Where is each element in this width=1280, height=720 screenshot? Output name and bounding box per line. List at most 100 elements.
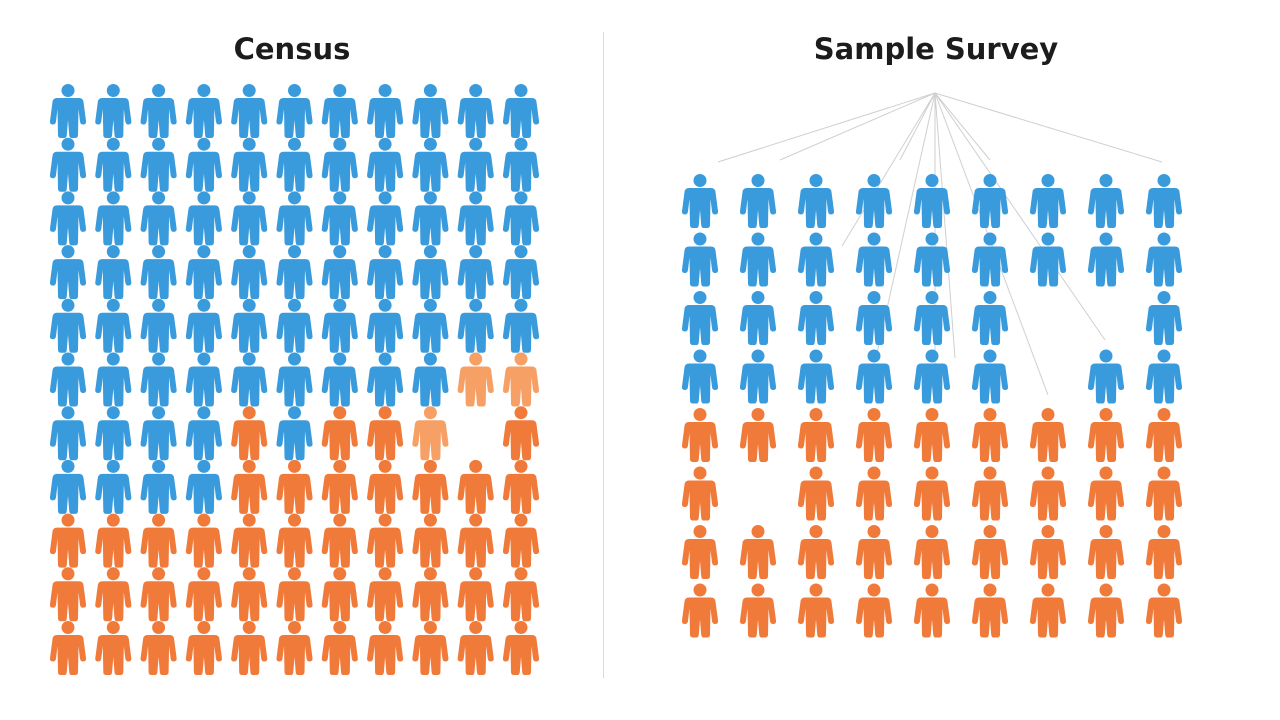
sample-survey-title: Sample Survey — [813, 32, 1059, 66]
census-person-icon — [140, 298, 177, 353]
census-person-icon — [321, 245, 358, 300]
census-person-icon — [276, 84, 313, 138]
census-person-icon — [367, 567, 404, 622]
sample-person-icon — [1029, 525, 1067, 579]
census-person-icon — [412, 137, 449, 192]
sample-person-icon — [797, 232, 835, 287]
census-person-icon — [140, 459, 177, 514]
census-person-icon — [140, 567, 177, 622]
sampling-line — [934, 92, 1106, 341]
census-person-icon — [95, 459, 132, 514]
sample-person-icon — [971, 291, 1009, 345]
census-person-icon — [231, 406, 268, 461]
census-person-icon — [95, 406, 132, 461]
census-person-icon — [140, 137, 177, 192]
census-person-icon — [367, 191, 404, 246]
census-person-icon — [231, 137, 268, 192]
sample-person-icon — [971, 174, 1009, 228]
sample-person-icon — [739, 232, 777, 287]
census-person-icon — [95, 137, 132, 192]
census-person-icon — [49, 513, 87, 568]
census-person-icon — [412, 513, 449, 568]
sample-person-icon — [681, 232, 719, 287]
census-person-icon — [457, 191, 494, 246]
census-person-icon — [457, 352, 494, 407]
census-person-icon — [140, 352, 177, 407]
census-person-icon — [276, 621, 313, 675]
sample-person-icon — [681, 408, 719, 462]
census-person-icon — [231, 513, 268, 568]
census-person-icon — [185, 513, 222, 568]
census-person-icon — [502, 191, 540, 246]
census-person-icon — [231, 245, 268, 300]
census-person-icon — [412, 84, 449, 138]
census-person-icon — [185, 567, 222, 622]
sample-person-icon — [1029, 232, 1067, 287]
census-person-icon — [367, 459, 404, 514]
sample-person-icon — [855, 583, 893, 638]
sampling-lines — [717, 92, 1163, 396]
sample-person-icon — [1029, 466, 1067, 521]
sampling-line — [841, 92, 936, 247]
census-person-icon — [231, 191, 268, 246]
sample-person-icon — [797, 466, 835, 521]
census-person-icon — [95, 245, 132, 300]
sample-person-icon — [739, 349, 777, 404]
census-person-icon — [457, 245, 494, 300]
sample-person-icon — [797, 174, 835, 228]
census-person-icon — [49, 352, 87, 407]
census-person-icon — [276, 245, 313, 300]
sample-survey-grid — [681, 174, 1183, 638]
census-person-icon — [185, 84, 222, 138]
sample-person-icon — [797, 525, 835, 579]
census-title: Census — [233, 32, 351, 66]
sample-person-icon — [681, 525, 719, 579]
sample-person-icon — [797, 291, 835, 345]
sampling-line — [899, 92, 936, 161]
census-person-icon — [95, 621, 132, 675]
sample-person-icon — [971, 232, 1009, 287]
census-person-icon — [49, 406, 87, 461]
census-person-icon — [367, 245, 404, 300]
sample-person-icon — [1087, 525, 1125, 579]
census-person-icon — [321, 621, 358, 675]
sample-person-icon — [681, 291, 719, 345]
census-person-icon — [502, 84, 540, 138]
sample-person-icon — [1145, 349, 1183, 404]
census-person-icon — [276, 298, 313, 353]
census-person-icon — [412, 621, 449, 675]
census-person-icon — [367, 137, 404, 192]
sample-person-icon — [1145, 291, 1183, 345]
census-person-icon — [140, 245, 177, 300]
census-person-icon — [502, 352, 540, 407]
census-person-icon — [367, 298, 404, 353]
census-person-icon — [457, 459, 494, 514]
census-person-icon — [49, 84, 87, 138]
sample-person-icon — [1029, 408, 1067, 462]
census-person-icon — [185, 137, 222, 192]
census-person-icon — [185, 245, 222, 300]
census-person-icon — [276, 406, 313, 461]
sample-person-icon — [1145, 583, 1183, 638]
census-person-icon — [457, 137, 494, 192]
sample-person-icon — [913, 466, 951, 521]
census-person-icon — [231, 298, 268, 353]
sampling-line — [779, 92, 936, 161]
sampling-line — [934, 92, 991, 161]
census-person-icon — [457, 298, 494, 353]
sample-person-icon — [1145, 232, 1183, 287]
sample-person-icon — [681, 466, 719, 521]
census-person-icon — [49, 621, 87, 675]
census-person-icon — [321, 406, 358, 461]
census-person-icon — [185, 191, 222, 246]
census-person-icon — [502, 459, 540, 514]
census-person-icon — [502, 298, 540, 353]
census-person-icon — [95, 352, 132, 407]
census-person-icon — [231, 84, 268, 138]
sample-person-icon — [681, 349, 719, 404]
census-person-icon — [321, 352, 358, 407]
census-person-icon — [412, 352, 449, 407]
census-person-icon — [49, 245, 87, 300]
sample-person-icon — [739, 525, 777, 579]
sample-person-icon — [855, 174, 893, 228]
